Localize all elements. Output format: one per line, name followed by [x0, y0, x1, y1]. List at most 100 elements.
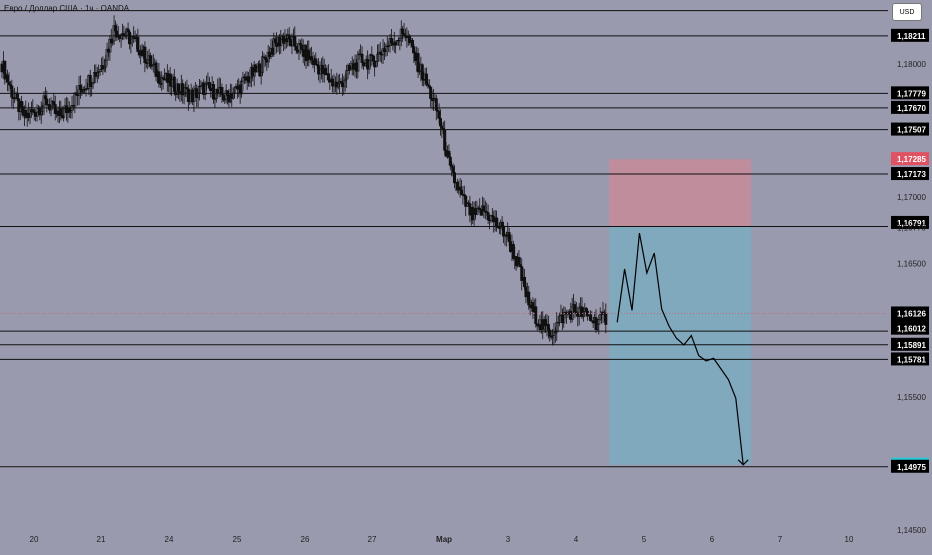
candle-body — [6, 74, 10, 83]
candle-body — [143, 46, 147, 63]
price-tag[interactable] — [891, 28, 929, 42]
time-axis-label: 3 — [506, 535, 511, 544]
candle-body — [438, 118, 442, 127]
candle-body — [43, 95, 47, 100]
price-tag[interactable] — [891, 459, 929, 473]
price-tag-label: 1,16791 — [897, 219, 926, 228]
candle-body — [416, 53, 420, 73]
time-axis-label: 27 — [368, 535, 377, 544]
projection-path[interactable] — [616, 232, 744, 465]
candle-body — [588, 314, 592, 321]
candle-body — [212, 84, 216, 100]
price-tag[interactable] — [891, 100, 929, 114]
price-tag[interactable] — [891, 352, 929, 366]
price-tag[interactable] — [891, 86, 929, 100]
price-tag-label: 1,17285 — [897, 155, 926, 164]
candle-body — [424, 73, 428, 85]
price-tag-label: 1,17670 — [897, 104, 926, 113]
candle-body — [172, 76, 176, 93]
candle-body — [402, 33, 406, 36]
candle-body — [378, 51, 382, 55]
candle-body — [546, 323, 550, 331]
price-tag[interactable] — [891, 215, 929, 229]
candle-body — [495, 217, 499, 227]
candle-body — [207, 82, 211, 89]
time-axis-label: 21 — [97, 535, 106, 544]
candle-body — [314, 58, 318, 65]
candle-body — [451, 166, 455, 173]
price-tag[interactable] — [891, 321, 929, 335]
price-tag-label: 1,16012 — [897, 325, 926, 334]
candle-body — [518, 264, 522, 267]
candle-body — [448, 156, 452, 166]
candle-body — [410, 39, 414, 47]
candle-body — [440, 125, 444, 129]
symbol-title: Евро / Доллар США · 1ч · OANDA — [4, 4, 130, 13]
candle-body — [59, 108, 63, 116]
price-tag-label: 1,17779 — [897, 89, 926, 98]
time-axis[interactable] — [0, 528, 888, 550]
candle-body — [412, 46, 416, 54]
price-scale-level-label: 1,16779 — [897, 224, 926, 233]
price-scale-tick: 1,16500 — [897, 260, 926, 269]
time-axis-label: Мар — [436, 535, 452, 544]
candle-body — [136, 36, 140, 52]
plot-background — [0, 0, 888, 528]
candle-body — [429, 86, 433, 99]
candle-body — [486, 212, 490, 221]
time-axis-label: 10 — [845, 535, 854, 544]
candle-body — [437, 111, 441, 119]
price-tag-label: 1,14975 — [897, 463, 926, 472]
price-tag-label: 1,18211 — [897, 32, 926, 41]
candle-body — [443, 129, 447, 151]
projection-arrowhead — [737, 459, 749, 466]
candle-body — [527, 291, 531, 306]
candle-body — [293, 36, 297, 47]
time-axis-label: 5 — [642, 535, 647, 544]
stop-loss-zone[interactable] — [609, 159, 752, 227]
candle-body — [52, 101, 56, 105]
candle-body — [534, 306, 538, 324]
price-scale-tick: 1,17000 — [897, 193, 926, 202]
candle-body — [126, 28, 130, 33]
time-axis-label: 20 — [30, 535, 39, 544]
candle-body — [507, 232, 511, 243]
candle-body — [604, 312, 608, 325]
time-axis-label: 4 — [574, 535, 579, 544]
candle-body — [389, 38, 393, 44]
price-scale-tick: 1,14500 — [897, 526, 926, 535]
time-axis-label: 24 — [165, 535, 174, 544]
price-tag[interactable] — [891, 122, 929, 136]
candle-body — [7, 81, 11, 85]
price-tag[interactable] — [891, 167, 929, 181]
candle-body — [113, 25, 117, 32]
price-tag-label: 1,15781 — [897, 355, 926, 364]
candle-body — [371, 55, 375, 62]
take-profit-zone[interactable] — [609, 226, 752, 465]
price-scale-tick: 1,15500 — [897, 393, 926, 402]
candle-body — [294, 46, 298, 51]
candle-body — [447, 150, 451, 158]
candle-body — [458, 186, 462, 191]
candle-body — [482, 205, 486, 212]
candle-body — [500, 221, 504, 227]
candle-body — [584, 307, 588, 312]
candle-body — [573, 304, 577, 313]
candle-body — [434, 98, 438, 111]
candle-body — [10, 85, 14, 98]
price-tag-label: 1,16126 — [897, 309, 926, 318]
candle-body — [460, 189, 464, 195]
candle-body — [420, 64, 424, 80]
price-tag[interactable] — [891, 337, 929, 351]
candle-body — [326, 73, 330, 81]
candle-body — [310, 56, 314, 61]
price-tag[interactable] — [891, 152, 929, 166]
candle-body — [32, 109, 36, 113]
candle-body — [157, 71, 161, 84]
price-tag-label: 1,15891 — [897, 341, 926, 350]
candle-body — [15, 93, 19, 100]
currency-button[interactable]: USD — [892, 3, 922, 21]
candle-body — [300, 44, 304, 50]
